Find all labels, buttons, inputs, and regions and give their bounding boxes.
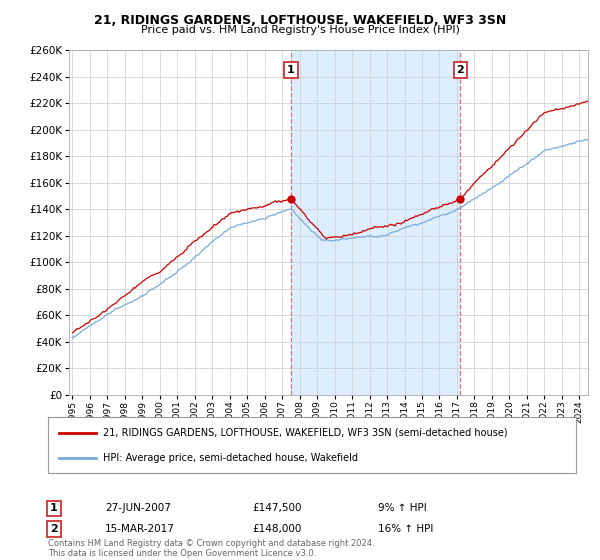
Text: 15-MAR-2017: 15-MAR-2017	[105, 524, 175, 534]
Text: 9% ↑ HPI: 9% ↑ HPI	[378, 503, 427, 514]
Text: HPI: Average price, semi-detached house, Wakefield: HPI: Average price, semi-detached house,…	[103, 452, 358, 463]
Text: 1: 1	[50, 503, 58, 514]
Text: £148,000: £148,000	[252, 524, 301, 534]
Text: £147,500: £147,500	[252, 503, 302, 514]
Bar	[291, 50, 460, 395]
Text: Contains HM Land Registry data © Crown copyright and database right 2024.
This d: Contains HM Land Registry data © Crown c…	[48, 539, 374, 558]
Text: 21, RIDINGS GARDENS, LOFTHOUSE, WAKEFIELD, WF3 3SN (semi-detached house): 21, RIDINGS GARDENS, LOFTHOUSE, WAKEFIEL…	[103, 428, 508, 438]
Text: 16% ↑ HPI: 16% ↑ HPI	[378, 524, 433, 534]
Text: 2: 2	[50, 524, 58, 534]
Text: 2: 2	[457, 66, 464, 75]
Text: Price paid vs. HM Land Registry's House Price Index (HPI): Price paid vs. HM Land Registry's House …	[140, 25, 460, 35]
Text: 1: 1	[287, 66, 295, 75]
Text: 21, RIDINGS GARDENS, LOFTHOUSE, WAKEFIELD, WF3 3SN: 21, RIDINGS GARDENS, LOFTHOUSE, WAKEFIEL…	[94, 14, 506, 27]
Text: 27-JUN-2007: 27-JUN-2007	[105, 503, 171, 514]
